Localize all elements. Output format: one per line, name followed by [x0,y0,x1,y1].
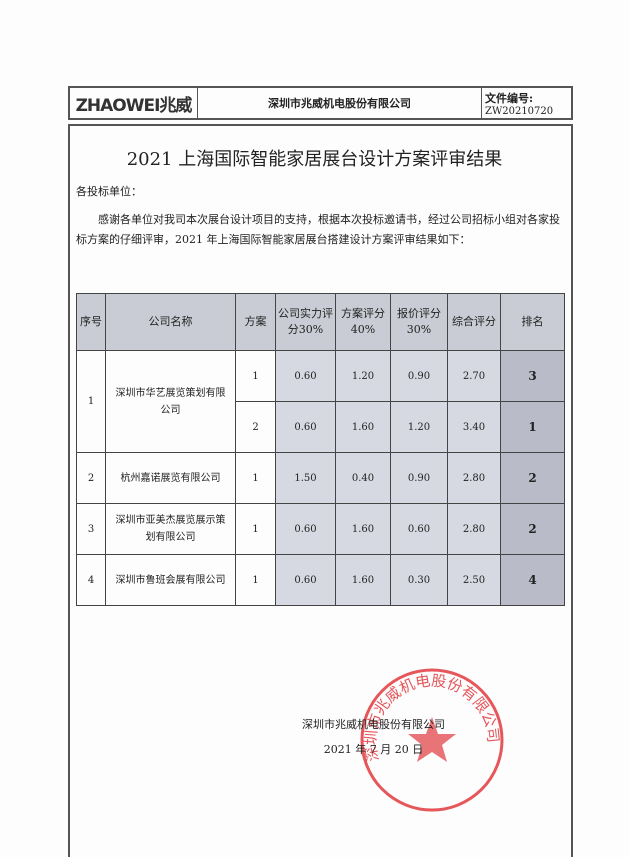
plan-number: 1 [235,350,276,402]
rank: 1 [500,401,565,453]
price-score: 1.20 [390,401,448,453]
table-header-row: 序号 公司名称 方案 公司实力评分30% 方案评分 40% 报价评分 30% 综… [76,293,565,351]
total-score: 2.50 [447,554,501,606]
page-title: 2021 上海国际智能家居展台设计方案评审结果 [126,149,503,170]
plan-score: 0.40 [335,452,391,504]
strength-score: 0.60 [275,554,336,606]
strength-score: 0.60 [275,350,336,402]
col-total: 综合评分 [447,293,501,351]
signature-company: 深圳市兆威机电股份有限公司 [302,718,445,731]
letterhead-company: 深圳市兆威机电股份有限公司 [198,88,482,118]
row-number: 2 [76,452,106,504]
row-number: 3 [76,503,106,555]
price-score: 0.90 [390,350,448,402]
company-name: 深圳市华艺展览策划有限公司 [105,350,236,453]
signature-block: 深圳市兆威机电股份有限公司 2021 年 7 月 20 日 [302,712,445,762]
total-score: 2.80 [447,452,501,504]
rank: 3 [500,350,565,402]
price-score: 0.90 [390,452,448,504]
plan-number: 1 [235,503,276,555]
results-table: 序号 公司名称 方案 公司实力评分30% 方案评分 40% 报价评分 30% 综… [76,293,565,606]
doc-no-value: ZW20210720 [485,105,554,117]
total-score: 2.70 [447,350,501,402]
letterhead: ZHAOWEI兆威 深圳市兆威机电股份有限公司 文件编号: ZW20210720 [68,86,573,120]
col-strength: 公司实力评分30% [275,293,336,351]
total-score: 3.40 [447,401,501,453]
row-number: 1 [76,350,106,453]
table-row: 4 深圳市鲁班会展有限公司 1 0.60 1.60 0.30 2.50 4 [76,554,565,606]
plan-score: 1.60 [335,401,391,453]
company-logo: ZHAOWEI兆威 [70,88,198,118]
col-no: 序号 [76,293,106,351]
company-name: 深圳市亚美杰展览展示策划有限公司 [105,503,236,555]
col-price-score: 报价评分 30% [390,293,448,351]
col-plan-score: 方案评分 40% [335,293,391,351]
rank: 2 [500,503,565,555]
col-plan: 方案 [235,293,276,351]
table-row: 1 深圳市华艺展览策划有限公司 1 0.60 1.20 0.90 2.70 3 [76,350,565,453]
table-row: 2 0.60 1.60 1.20 3.40 1 [77,401,565,453]
plan-number: 1 [235,452,276,504]
table-row: 3 深圳市亚美杰展览展示策划有限公司 1 0.60 1.60 0.60 2.80 2 [76,503,565,555]
plan-number: 1 [235,554,276,606]
strength-score: 0.60 [275,503,336,555]
company-seal: 深圳市兆威机电股份有限公司 [360,668,504,812]
document-number: 文件编号: ZW20210720 [482,88,571,118]
body-text: 感谢各单位对我司本次展台设计项目的支持，根据本次投标邀请书，经过公司招标小组对各… [76,213,560,246]
company-name: 杭州嘉诺展览有限公司 [105,452,236,504]
company-name: 深圳市鲁班会展有限公司 [105,554,236,606]
row-number: 4 [76,554,106,606]
plan-score: 1.60 [335,503,391,555]
col-company: 公司名称 [105,293,236,351]
salutation: 各投标单位： [76,185,142,198]
strength-score: 1.50 [275,452,336,504]
signature-date: 2021 年 7 月 20 日 [323,743,424,756]
price-score: 0.30 [390,554,448,606]
price-score: 0.60 [390,503,448,555]
strength-score: 0.60 [275,401,336,453]
table-row: 2 杭州嘉诺展览有限公司 1 1.50 0.40 0.90 2.80 2 [76,452,565,504]
rank: 2 [500,452,565,504]
rank: 4 [500,554,565,606]
plan-score: 1.60 [335,554,391,606]
plan-number: 2 [235,401,276,453]
doc-no-label: 文件编号: [485,91,534,105]
total-score: 2.80 [447,503,501,555]
plan-score: 1.20 [335,350,391,402]
col-rank: 排名 [500,293,565,351]
content-frame [68,124,573,857]
